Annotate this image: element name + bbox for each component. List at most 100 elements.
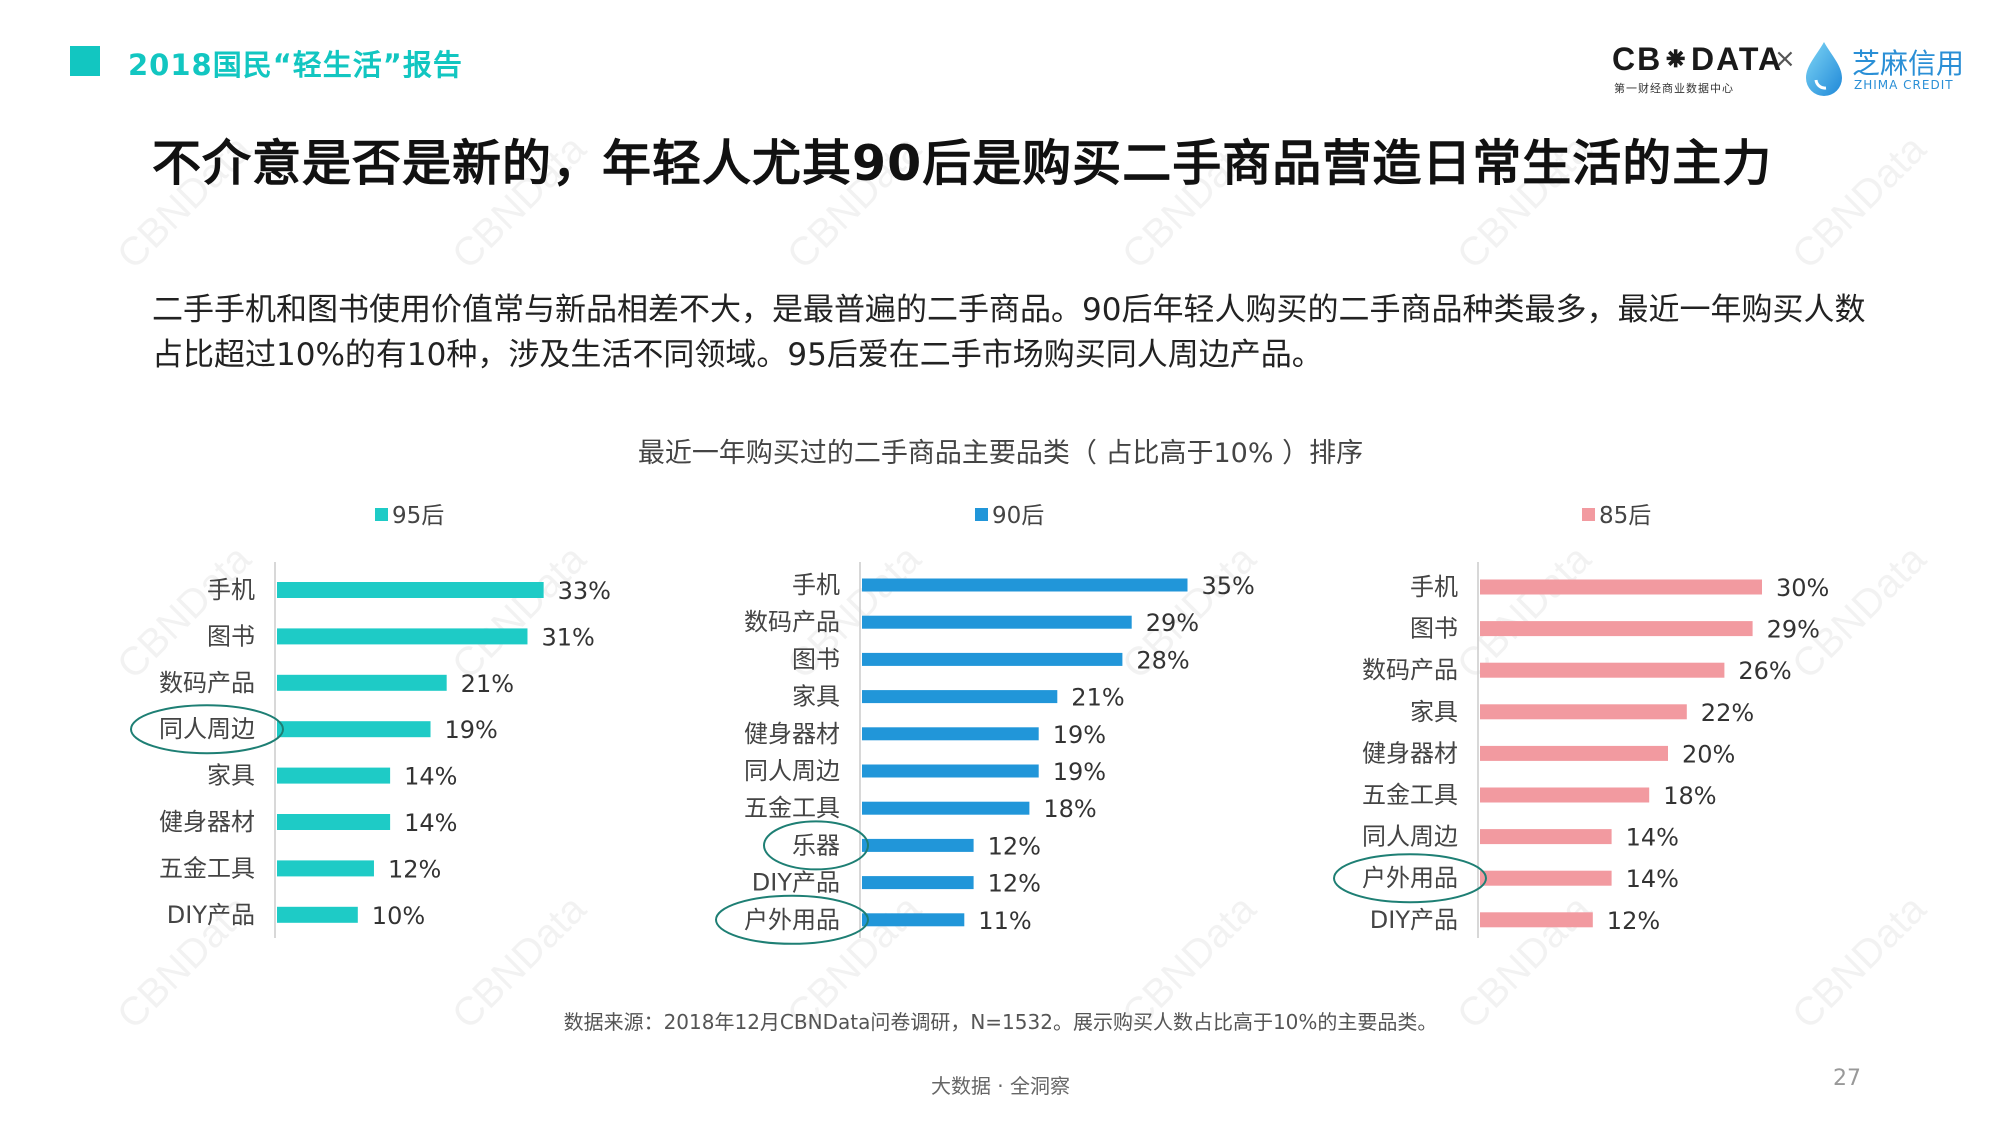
category-label: 乐器 [792, 831, 840, 859]
bar-手机 [277, 582, 544, 598]
bar-乐器 [862, 838, 974, 852]
bar-DIY产品 [277, 906, 358, 923]
bar-图书 [1480, 621, 1753, 637]
category-label: 户外用品 [744, 906, 840, 934]
value-label: 31% [541, 623, 594, 651]
category-label: 手机 [1410, 573, 1458, 601]
bar-图书 [862, 652, 1123, 666]
brand-separator: × [1774, 44, 1796, 74]
zhima-logo-text: 芝麻信用 [1852, 47, 1965, 80]
bar-健身器材 [1480, 745, 1668, 761]
value-label: 28% [1136, 646, 1189, 674]
summary-paragraph: 二手手机和图书使用价值常与新品相差不大，是最普遍的二手商品。90后年轻人购买的二… [152, 292, 1866, 373]
bar-DIY产品 [862, 876, 974, 890]
category-label: 家具 [1410, 698, 1458, 726]
bar-五金工具 [862, 801, 1030, 815]
value-label: 29% [1146, 609, 1199, 637]
value-label: 30% [1776, 574, 1829, 602]
value-label: 12% [988, 832, 1041, 860]
bar-DIY产品 [1480, 912, 1593, 928]
category-label: 数码产品 [159, 669, 255, 697]
category-label: 五金工具 [159, 854, 255, 882]
value-label: 10% [372, 902, 425, 930]
bar-家具 [1480, 704, 1687, 720]
category-label: DIY产品 [752, 869, 840, 897]
value-label: 11% [978, 907, 1031, 935]
category-label: 健身器材 [744, 720, 840, 748]
category-label: 图书 [207, 622, 255, 650]
highlight-circle-户外用品 [1333, 853, 1487, 904]
bar-五金工具 [1480, 787, 1650, 803]
category-label: 图书 [1410, 615, 1458, 643]
value-label: 22% [1701, 699, 1754, 727]
value-label: 14% [1626, 865, 1679, 893]
value-label: 18% [1043, 795, 1096, 823]
value-label: 14% [404, 763, 457, 791]
value-label: 21% [1071, 684, 1124, 712]
category-label: 五金工具 [744, 794, 840, 822]
legend-label: 85后 [1599, 503, 1651, 529]
legend-label: 95后 [392, 503, 444, 529]
category-label: 手机 [792, 571, 840, 599]
value-label: 18% [1663, 782, 1716, 810]
page-number: 27 [1833, 1066, 1861, 1091]
zhima-logo-subtitle: ZHIMA CREDIT [1854, 78, 1954, 92]
category-label: 数码产品 [1362, 656, 1458, 684]
bar-数码产品 [1480, 662, 1725, 678]
value-label: 29% [1767, 616, 1820, 644]
category-label: 家具 [207, 762, 255, 790]
category-label: 五金工具 [1362, 781, 1458, 809]
category-label: 健身器材 [159, 808, 255, 836]
legend-swatch-85后 [1582, 508, 1595, 521]
category-label: 家具 [792, 683, 840, 711]
bar-健身器材 [862, 727, 1039, 741]
value-label: 19% [445, 716, 498, 744]
bar-手机 [862, 578, 1188, 592]
bar-同人周边 [862, 764, 1039, 778]
bar-同人周边 [277, 721, 431, 738]
header-accent-square [70, 46, 100, 76]
value-label: 14% [1626, 824, 1679, 852]
cbndata-logo: CB⁕DATA [1612, 41, 1784, 77]
category-label: 同人周边 [159, 715, 255, 743]
category-label: 同人周边 [1362, 823, 1458, 851]
category-label: 图书 [792, 645, 840, 673]
category-label: 户外用品 [1362, 864, 1458, 892]
bar-户外用品 [1480, 870, 1612, 886]
footer-slogan: 大数据 · 全洞察 [930, 1074, 1071, 1098]
value-label: 33% [558, 577, 611, 605]
value-label: 19% [1053, 721, 1106, 749]
value-label: 19% [1053, 758, 1106, 786]
legend-swatch-90后 [975, 508, 988, 521]
bar-手机 [1480, 579, 1762, 595]
value-label: 21% [461, 670, 514, 698]
bar-图书 [277, 628, 528, 645]
report-title: 2018国民“轻生活”报告 [128, 48, 463, 82]
zhima-drop-icon [1806, 42, 1842, 96]
bar-家具 [862, 690, 1058, 704]
bar-户外用品 [862, 913, 965, 927]
value-label: 12% [388, 855, 441, 883]
bar-健身器材 [277, 814, 391, 830]
category-label: DIY产品 [1370, 906, 1458, 934]
category-label: 同人周边 [744, 757, 840, 785]
highlight-circle-乐器 [763, 820, 869, 871]
category-label: 健身器材 [1362, 739, 1458, 767]
value-label: 12% [988, 870, 1041, 898]
bar-数码产品 [277, 674, 447, 691]
value-label: 35% [1202, 572, 1255, 600]
bar-家具 [277, 767, 391, 784]
cbndata-subtitle: 第一财经商业数据中心 [1614, 82, 1734, 95]
bar-数码产品 [862, 615, 1132, 629]
page-title: 不介意是否是新的，年轻人尤其90后是购买二手商品营造日常生活的主力 [152, 135, 1773, 192]
data-source-note: 数据来源：2018年12月CBNData问卷调研，N=1532。展示购买人数占比… [563, 1010, 1438, 1034]
bar-同人周边 [1480, 829, 1612, 845]
bar-五金工具 [277, 860, 374, 877]
chart-title: 最近一年购买过的二手商品主要品类（ 占比高于10% ）排序 [637, 438, 1364, 469]
value-label: 12% [1607, 907, 1660, 935]
category-label: DIY产品 [167, 901, 255, 929]
value-label: 26% [1738, 657, 1791, 685]
value-label: 14% [404, 809, 457, 837]
category-label: 数码产品 [744, 608, 840, 636]
